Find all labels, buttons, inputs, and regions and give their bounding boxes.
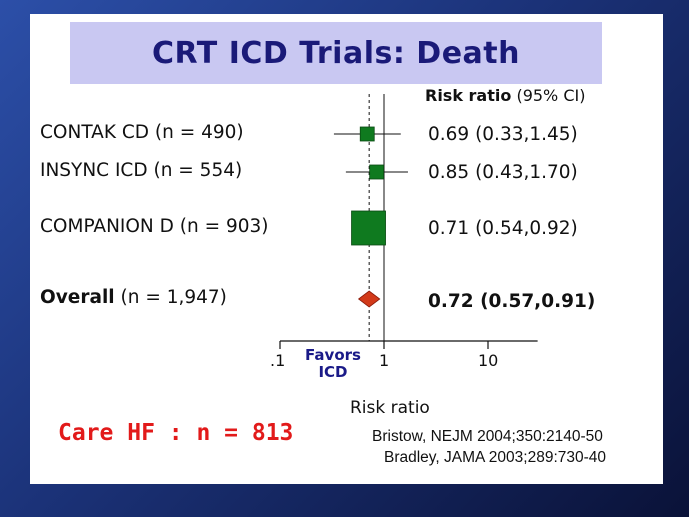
care-hf-annotation: Care HF : n = 813 [58, 420, 294, 446]
x-tick-label: 1 [379, 351, 390, 370]
row-name: Overall [40, 287, 115, 308]
ci-header-label: Risk ratio [425, 86, 512, 105]
study-marker [369, 164, 385, 180]
page-title: CRT ICD Trials: Death [152, 35, 520, 71]
study-ci-value: 0.69 (0.33,1.45) [428, 124, 578, 145]
study-ci-value: 0.71 (0.54,0.92) [428, 218, 578, 239]
title-banner: CRT ICD Trials: Death [70, 22, 602, 84]
study-label: COMPANION D (n = 903) [40, 216, 269, 237]
overall-label: Overall (n = 1,947) [40, 287, 227, 308]
study-marker [359, 126, 375, 142]
overall-diamond [357, 290, 381, 308]
study-marker [351, 210, 386, 246]
x-axis-label: Risk ratio [350, 398, 430, 418]
reference-2: Bradley, JAMA 2003;289:730-40 [384, 449, 607, 466]
favors-icd-label: Favors ICD [305, 346, 361, 381]
study-label: INSYNC ICD (n = 554) [40, 160, 243, 181]
study-label: CONTAK CD (n = 490) [40, 122, 244, 143]
ci-column-header: Risk ratio (95% CI) [425, 86, 585, 105]
reference-1: Bristow, NEJM 2004;350:2140-50 [372, 428, 603, 445]
slide-panel: CRT ICD Trials: Death Risk ratio (95% CI… [30, 14, 663, 484]
x-tick-label: .1 [270, 351, 286, 370]
x-tick-label: 10 [478, 351, 499, 370]
forest-plot [279, 94, 538, 349]
ci-header-unit: (95% CI) [516, 86, 586, 105]
study-ci-value: 0.85 (0.43,1.70) [428, 162, 578, 183]
overall-ci-value: 0.72 (0.57,0.91) [428, 291, 596, 312]
